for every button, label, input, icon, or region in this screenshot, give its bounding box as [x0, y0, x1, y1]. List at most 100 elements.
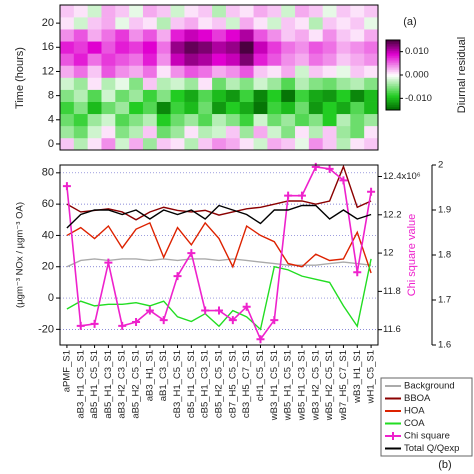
x-tick-label: aB3_H1_C5_S1: [75, 350, 86, 419]
heat-cell: [253, 77, 268, 90]
series-line: [66, 164, 372, 221]
colorbar-step: [386, 75, 400, 78]
heat-cell: [87, 65, 102, 78]
heat-cell: [115, 17, 130, 30]
heat-cell: [129, 77, 144, 90]
heat-cell: [281, 113, 296, 127]
colorbar-step: [386, 48, 400, 51]
heat-cell: [60, 77, 75, 90]
heat-cell: [364, 89, 379, 102]
heat-cell: [142, 5, 158, 18]
chi-marker: [311, 162, 320, 171]
heat-cell: [364, 113, 379, 127]
chi-marker: [159, 316, 168, 325]
heat-cell: [253, 17, 268, 30]
heat-cell: [364, 65, 379, 78]
y-tick-label: 40: [42, 229, 54, 241]
heat-cell: [281, 53, 296, 66]
heat-cell: [225, 137, 241, 151]
heat-cell: [156, 53, 171, 66]
heat-cell: [295, 41, 310, 54]
chi-marker: [187, 249, 196, 258]
heat-cell: [129, 17, 144, 30]
heat-cell: [225, 101, 241, 115]
y-tick-label: 4: [48, 114, 54, 126]
heat-cell: [60, 101, 75, 115]
heat-cell: [336, 125, 351, 139]
chi-marker: [353, 268, 362, 277]
heat-cell: [239, 77, 254, 90]
heat-cell: [101, 77, 116, 90]
heat-cell: [184, 29, 199, 42]
heat-cell: [184, 65, 199, 78]
heat-cell: [212, 77, 227, 90]
heat-cell: [60, 137, 75, 151]
heat-cell: [336, 77, 351, 90]
heat-cell: [87, 113, 102, 127]
heat-cell: [73, 41, 88, 54]
heat-cell: [253, 137, 268, 151]
heat-cell: [308, 5, 323, 18]
heat-cell: [212, 17, 227, 30]
heat-cell: [350, 77, 365, 90]
heat-cell: [239, 137, 254, 151]
heat-cell: [350, 101, 365, 115]
heat-cell: [295, 125, 310, 139]
heat-cell: [115, 41, 130, 54]
heat-cell: [73, 137, 88, 151]
heat-cell: [87, 41, 102, 54]
heat-cell: [212, 41, 227, 54]
heat-cell: [364, 17, 379, 30]
heat-cell: [225, 17, 241, 30]
heat-cell: [225, 89, 241, 102]
heat-cell: [336, 89, 351, 102]
heat-cell: [295, 113, 310, 127]
heat-cell: [184, 5, 199, 18]
heat-cell: [308, 53, 323, 66]
colorbar-step: [386, 68, 400, 71]
heat-cell: [198, 101, 213, 115]
heat-cell: [212, 29, 227, 42]
heat-cell: [184, 125, 199, 139]
y3-tick-label: 1.9: [438, 205, 451, 216]
x-tick-label: wH1_C5_S1: [366, 350, 377, 404]
chi-marker: [201, 306, 210, 315]
heat-cell: [60, 17, 75, 30]
colorbar-step: [386, 47, 400, 50]
heat-cell: [198, 53, 213, 66]
heat-cell: [267, 125, 282, 139]
heat-cell: [170, 137, 185, 151]
heat-cell: [142, 101, 158, 115]
heat-cell: [212, 137, 227, 151]
heat-cell: [267, 89, 282, 102]
y-tick-label: 20: [42, 261, 54, 273]
heat-cell: [225, 53, 241, 66]
heat-cell: [60, 125, 75, 139]
series-line: [66, 204, 372, 229]
heat-cell: [281, 65, 296, 78]
heat-cell: [308, 137, 323, 151]
heat-cell: [350, 89, 365, 102]
chi-marker: [62, 182, 71, 191]
x-tick-label: cH1_C5_S1: [255, 350, 266, 401]
colorbar-step: [386, 71, 400, 74]
colorbar-step: [386, 82, 400, 85]
heat-cell: [101, 137, 116, 151]
heat-cell: [308, 41, 323, 54]
heat-cell: [101, 29, 116, 42]
y2-tick-label: 11.8: [383, 286, 401, 297]
heat-cell: [156, 137, 171, 151]
heat-cell: [73, 125, 88, 139]
chi-marker: [76, 321, 85, 330]
heat-cell: [170, 125, 185, 139]
series-line: [66, 221, 372, 274]
heat-cell: [198, 137, 213, 151]
heat-cell: [239, 89, 254, 102]
heat-cell: [156, 113, 171, 127]
heat-cell: [198, 41, 213, 54]
heat-cell: [281, 125, 296, 139]
heat-cell: [295, 137, 310, 151]
heat-cell: [350, 113, 365, 127]
heat-cell: [115, 77, 130, 90]
colorbar-step: [386, 97, 400, 100]
